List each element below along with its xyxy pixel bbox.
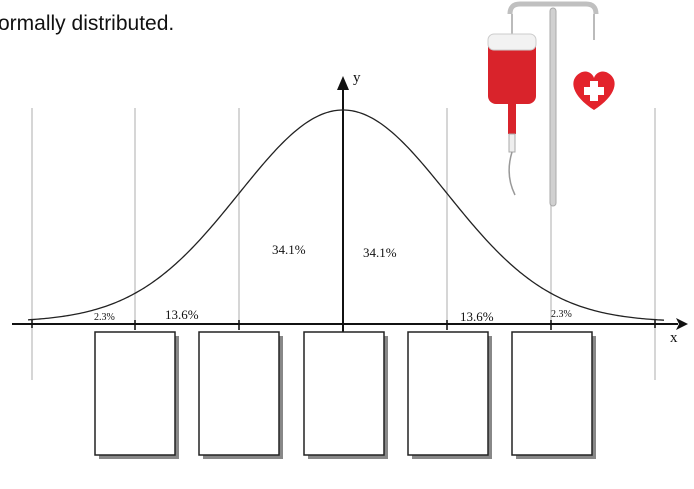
header-text: ormally distributed. [0, 12, 174, 35]
x-arrow [676, 318, 688, 330]
region-label: 13.6% [460, 309, 494, 324]
region-label: 13.6% [165, 307, 199, 322]
y-arrow [337, 76, 349, 90]
axis-ticks [31, 320, 656, 330]
normal-curve [27, 109, 665, 321]
region-label: 34.1% [272, 242, 306, 257]
region-label: 34.1% [363, 245, 397, 260]
region-label: 2.3% [551, 309, 572, 320]
x-label: x [670, 330, 678, 346]
y-label: y [353, 70, 361, 86]
answer-boxes [94, 331, 596, 459]
region-label: 2.3% [94, 312, 115, 323]
iv-illustration [487, 1, 615, 207]
